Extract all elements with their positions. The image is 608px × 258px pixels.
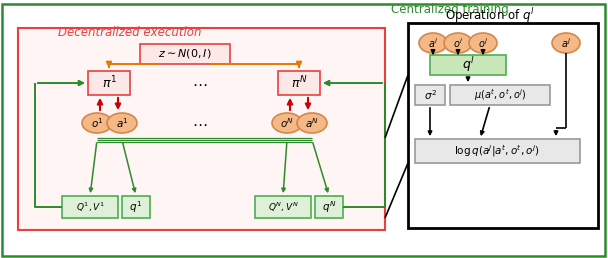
Ellipse shape xyxy=(272,113,302,133)
Bar xyxy=(88,71,130,95)
Text: $\mu(a^t, o^t, o^j)$: $\mu(a^t, o^t, o^j)$ xyxy=(474,87,527,103)
Ellipse shape xyxy=(82,113,112,133)
Bar xyxy=(62,196,118,218)
Bar xyxy=(315,196,343,218)
Text: $q^l$: $q^l$ xyxy=(461,55,474,75)
Text: $\pi^N$: $\pi^N$ xyxy=(291,75,307,91)
Text: $a^N$: $a^N$ xyxy=(305,116,319,130)
Bar xyxy=(18,28,385,230)
Ellipse shape xyxy=(444,33,472,53)
Text: $a^i$: $a^i$ xyxy=(428,36,438,50)
Text: $q^1$: $q^1$ xyxy=(130,199,142,215)
Text: $Q^N, V^N$: $Q^N, V^N$ xyxy=(268,200,299,214)
Text: $o^i$: $o^i$ xyxy=(453,36,463,50)
Bar xyxy=(255,196,311,218)
Text: $Q^1, V^1$: $Q^1, V^1$ xyxy=(75,200,105,214)
Ellipse shape xyxy=(297,113,327,133)
Text: Decentralized execution: Decentralized execution xyxy=(58,27,202,39)
Bar xyxy=(140,44,230,64)
Text: $o^N$: $o^N$ xyxy=(280,116,294,130)
Text: $o^1$: $o^1$ xyxy=(91,116,103,130)
Text: $\cdots$: $\cdots$ xyxy=(192,76,208,91)
Text: $o^j$: $o^j$ xyxy=(478,36,488,50)
Text: $a^j$: $a^j$ xyxy=(561,36,571,50)
Bar xyxy=(415,85,445,105)
Bar xyxy=(415,139,580,163)
Bar xyxy=(450,85,550,105)
Text: Operation of $q^l$: Operation of $q^l$ xyxy=(445,6,535,26)
Ellipse shape xyxy=(107,113,137,133)
Bar xyxy=(278,71,320,95)
Bar xyxy=(122,196,150,218)
Text: $\log q(a^j|a^t, o^t, o^j)$: $\log q(a^j|a^t, o^t, o^j)$ xyxy=(454,143,540,159)
Text: $a^1$: $a^1$ xyxy=(116,116,128,130)
Ellipse shape xyxy=(419,33,447,53)
Text: $q^N$: $q^N$ xyxy=(322,199,336,215)
Text: $\cdots$: $\cdots$ xyxy=(192,116,208,131)
Bar xyxy=(430,55,506,75)
Text: $z \sim N(0, I)$: $z \sim N(0, I)$ xyxy=(158,47,212,60)
Text: $\pi^1$: $\pi^1$ xyxy=(102,75,116,91)
Ellipse shape xyxy=(469,33,497,53)
Text: Centralized training: Centralized training xyxy=(391,3,509,15)
Ellipse shape xyxy=(552,33,580,53)
Text: $\sigma^2$: $\sigma^2$ xyxy=(424,88,437,102)
Bar xyxy=(408,23,598,228)
